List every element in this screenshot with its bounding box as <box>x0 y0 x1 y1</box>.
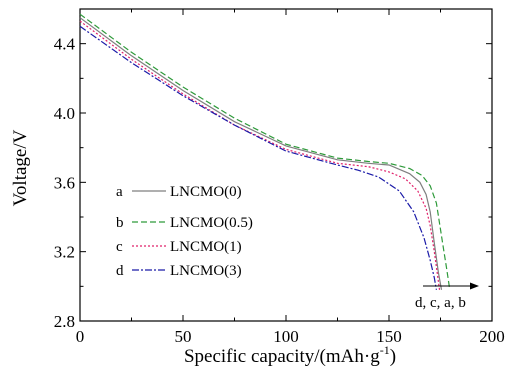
series-lines <box>79 13 451 290</box>
x-axis-title-main: Specific capacity/(mAh·g <box>184 346 380 367</box>
y-tick-label: 3.6 <box>54 173 75 192</box>
plot-frame <box>79 8 493 322</box>
axis-ticks: 0 50 100 150 200 2.8 3.2 3.6 4.0 4.4 <box>54 8 505 346</box>
x-tick-label: 200 <box>479 327 505 346</box>
annotation: d, c, a, b <box>415 282 479 311</box>
series-line-a <box>79 17 443 290</box>
plot-area <box>79 8 493 322</box>
y-tick-label: 4.0 <box>54 104 75 123</box>
legend-label-d: LNCMO(3) <box>170 263 242 279</box>
annotation-arrow-head <box>470 282 479 290</box>
series-line-b <box>79 13 451 290</box>
y-tick-label: 2.8 <box>54 312 75 331</box>
legend-label-b: LNCMO(0.5) <box>170 215 253 231</box>
legend-letter-c: c <box>116 239 123 255</box>
x-tick-label: 0 <box>76 327 85 346</box>
y-tick-label: 4.4 <box>54 35 76 54</box>
y-axis-title: Voltage/V <box>10 129 31 206</box>
legend-letter-a: a <box>116 184 123 200</box>
legend-letter-b: b <box>116 215 124 231</box>
legend-label-a: LNCMO(0) <box>170 184 242 200</box>
series-line-d <box>79 25 437 290</box>
x-axis-title-superscript: -1 <box>380 343 390 357</box>
x-tick-label: 50 <box>175 327 192 346</box>
x-axis-title: Specific capacity/(mAh·g-1) <box>184 343 396 367</box>
x-tick-label: 100 <box>273 327 299 346</box>
y-tick-label: 3.2 <box>54 243 75 262</box>
legend-letter-d: d <box>116 263 124 279</box>
legend-label-c: LNCMO(1) <box>170 239 242 255</box>
x-tick-label: 150 <box>376 327 402 346</box>
series-line-c <box>79 20 441 290</box>
x-axis-title-close: ) <box>390 346 396 367</box>
annotation-label: d, c, a, b <box>415 295 466 311</box>
legend: a LNCMO(0) b LNCMO(0.5) c LNCMO(1) d LNCMO(3) <box>116 184 253 279</box>
